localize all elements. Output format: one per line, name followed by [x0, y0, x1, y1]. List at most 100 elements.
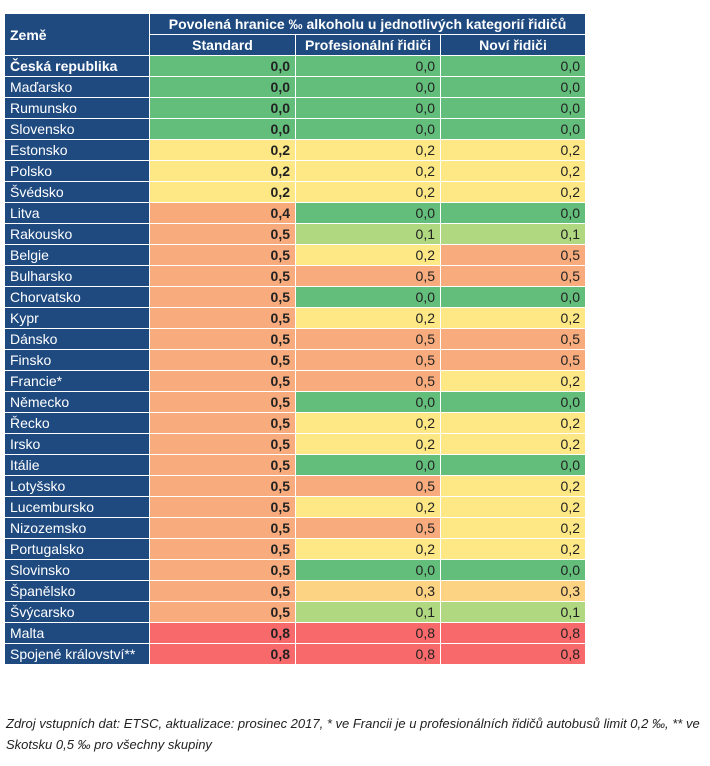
limit-cell-standard: 0,5 — [149, 286, 296, 308]
limit-cell-professional: 0,0 — [295, 286, 441, 308]
table-row: Slovensko 0,0 0,0 0,0 — [4, 118, 586, 140]
country-cell: Dánsko — [4, 328, 150, 350]
country-cell: Švédsko — [4, 181, 150, 203]
limit-cell-professional: 0,5 — [295, 370, 441, 392]
table-row: Nizozemsko 0,5 0,5 0,2 — [4, 517, 586, 539]
country-cell: Francie* — [4, 370, 150, 392]
limit-cell-new-drivers: 0,1 — [440, 601, 586, 623]
limit-cell-new-drivers: 0,0 — [440, 97, 586, 119]
limit-cell-professional: 0,1 — [295, 601, 441, 623]
limit-cell-new-drivers: 0,2 — [440, 412, 586, 434]
limit-cell-professional: 0,2 — [295, 496, 441, 518]
country-cell: Nizozemsko — [4, 517, 150, 539]
limit-cell-professional: 0,3 — [295, 580, 441, 602]
source-note: Zdroj vstupních dat: ETSC, aktualizace: … — [6, 716, 700, 752]
column-header-standard: Standard — [149, 34, 296, 56]
limit-cell-standard: 0,5 — [149, 496, 296, 518]
country-cell: Litva — [4, 202, 150, 224]
table-body: Česká republika 0,0 0,0 0,0 Maďarsko 0,0 0,0 0,… — [4, 55, 586, 665]
table-row: Maďarsko 0,0 0,0 0,0 — [4, 76, 586, 98]
table-row: Irsko 0,5 0,2 0,2 — [4, 433, 586, 455]
limit-cell-standard: 0,5 — [149, 391, 296, 413]
limit-cell-professional: 0,1 — [295, 223, 441, 245]
limit-cell-new-drivers: 0,2 — [440, 517, 586, 539]
limit-cell-professional: 0,5 — [295, 349, 441, 371]
table-row: Švédsko 0,2 0,2 0,2 — [4, 181, 586, 203]
table-row: Dánsko 0,5 0,5 0,5 — [4, 328, 586, 350]
limit-cell-standard: 0,5 — [149, 349, 296, 371]
limit-cell-new-drivers: 0,2 — [440, 139, 586, 161]
country-cell: Maďarsko — [4, 76, 150, 98]
limit-cell-standard: 0,5 — [149, 601, 296, 623]
limit-cell-standard: 0,0 — [149, 97, 296, 119]
limit-cell-professional: 0,5 — [295, 475, 441, 497]
country-cell: Česká republika — [4, 55, 150, 77]
limit-cell-standard: 0,5 — [149, 454, 296, 476]
limit-cell-new-drivers: 0,0 — [440, 202, 586, 224]
limit-cell-standard: 0,5 — [149, 307, 296, 329]
country-cell: Slovensko — [4, 118, 150, 140]
limit-cell-new-drivers: 0,0 — [440, 76, 586, 98]
limit-cell-new-drivers: 0,0 — [440, 559, 586, 581]
country-cell: Spojené království** — [4, 643, 150, 665]
limit-cell-standard: 0,5 — [149, 580, 296, 602]
country-column-header: Země — [4, 13, 150, 56]
country-cell: Rumunsko — [4, 97, 150, 119]
table-row: Belgie 0,5 0,2 0,5 — [4, 244, 586, 266]
table-row: Portugalsko 0,5 0,2 0,2 — [4, 538, 586, 560]
table-row: Švýcarsko 0,5 0,1 0,1 — [4, 601, 586, 623]
country-cell: Slovinsko — [4, 559, 150, 581]
limit-cell-professional: 0,2 — [295, 160, 441, 182]
table-row: Litva 0,4 0,0 0,0 — [4, 202, 586, 224]
country-cell: Itálie — [4, 454, 150, 476]
limit-cell-standard: 0,5 — [149, 412, 296, 434]
country-cell: Německo — [4, 391, 150, 413]
limit-cell-new-drivers: 0,2 — [440, 496, 586, 518]
limit-cell-new-drivers: 0,0 — [440, 286, 586, 308]
column-header-new-drivers: Noví řidiči — [440, 34, 586, 56]
country-cell: Lucembursko — [4, 496, 150, 518]
country-cell: Lotyšsko — [4, 475, 150, 497]
limit-cell-new-drivers: 0,5 — [440, 244, 586, 266]
limit-cell-professional: 0,0 — [295, 454, 441, 476]
table-row: Finsko 0,5 0,5 0,5 — [4, 349, 586, 371]
limit-cell-standard: 0,5 — [149, 433, 296, 455]
limit-cell-new-drivers: 0,0 — [440, 454, 586, 476]
country-cell: Malta — [4, 622, 150, 644]
limit-cell-professional: 0,0 — [295, 559, 441, 581]
limit-cell-new-drivers: 0,0 — [440, 391, 586, 413]
limit-cell-standard: 0,4 — [149, 202, 296, 224]
limit-cell-new-drivers: 0,3 — [440, 580, 586, 602]
country-cell: Chorvatsko — [4, 286, 150, 308]
limit-cell-standard: 0,5 — [149, 223, 296, 245]
limit-cell-standard: 0,8 — [149, 622, 296, 644]
country-cell: Řecko — [4, 412, 150, 434]
alcohol-limits-table: Země Povolená hranice ‰ alkoholu u jedno… — [4, 13, 586, 665]
limit-cell-new-drivers: 0,2 — [440, 160, 586, 182]
limit-cell-standard: 0,5 — [149, 559, 296, 581]
limit-cell-new-drivers: 0,5 — [440, 349, 586, 371]
limit-cell-standard: 0,0 — [149, 118, 296, 140]
table-row: Spojené království** 0,8 0,8 0,8 — [4, 643, 586, 665]
limit-cell-standard: 0,5 — [149, 244, 296, 266]
country-cell: Finsko — [4, 349, 150, 371]
limit-cell-professional: 0,0 — [295, 76, 441, 98]
limit-cell-standard: 0,2 — [149, 139, 296, 161]
limit-cell-new-drivers: 0,2 — [440, 307, 586, 329]
limit-cell-standard: 0,0 — [149, 76, 296, 98]
limit-cell-professional: 0,2 — [295, 433, 441, 455]
limit-cell-professional: 0,2 — [295, 244, 441, 266]
table-row: Malta 0,8 0,8 0,8 — [4, 622, 586, 644]
country-cell: Portugalsko — [4, 538, 150, 560]
limit-cell-professional: 0,5 — [295, 328, 441, 350]
limit-cell-professional: 0,2 — [295, 181, 441, 203]
limit-cell-professional: 0,0 — [295, 55, 441, 77]
country-cell: Belgie — [4, 244, 150, 266]
country-cell: Španělsko — [4, 580, 150, 602]
limit-cell-standard: 0,5 — [149, 328, 296, 350]
limit-cell-professional: 0,0 — [295, 391, 441, 413]
table-title: Povolená hranice ‰ alkoholu u jednotlivý… — [149, 13, 586, 35]
limit-cell-professional: 0,2 — [295, 307, 441, 329]
table-row: Německo 0,5 0,0 0,0 — [4, 391, 586, 413]
country-cell: Irsko — [4, 433, 150, 455]
